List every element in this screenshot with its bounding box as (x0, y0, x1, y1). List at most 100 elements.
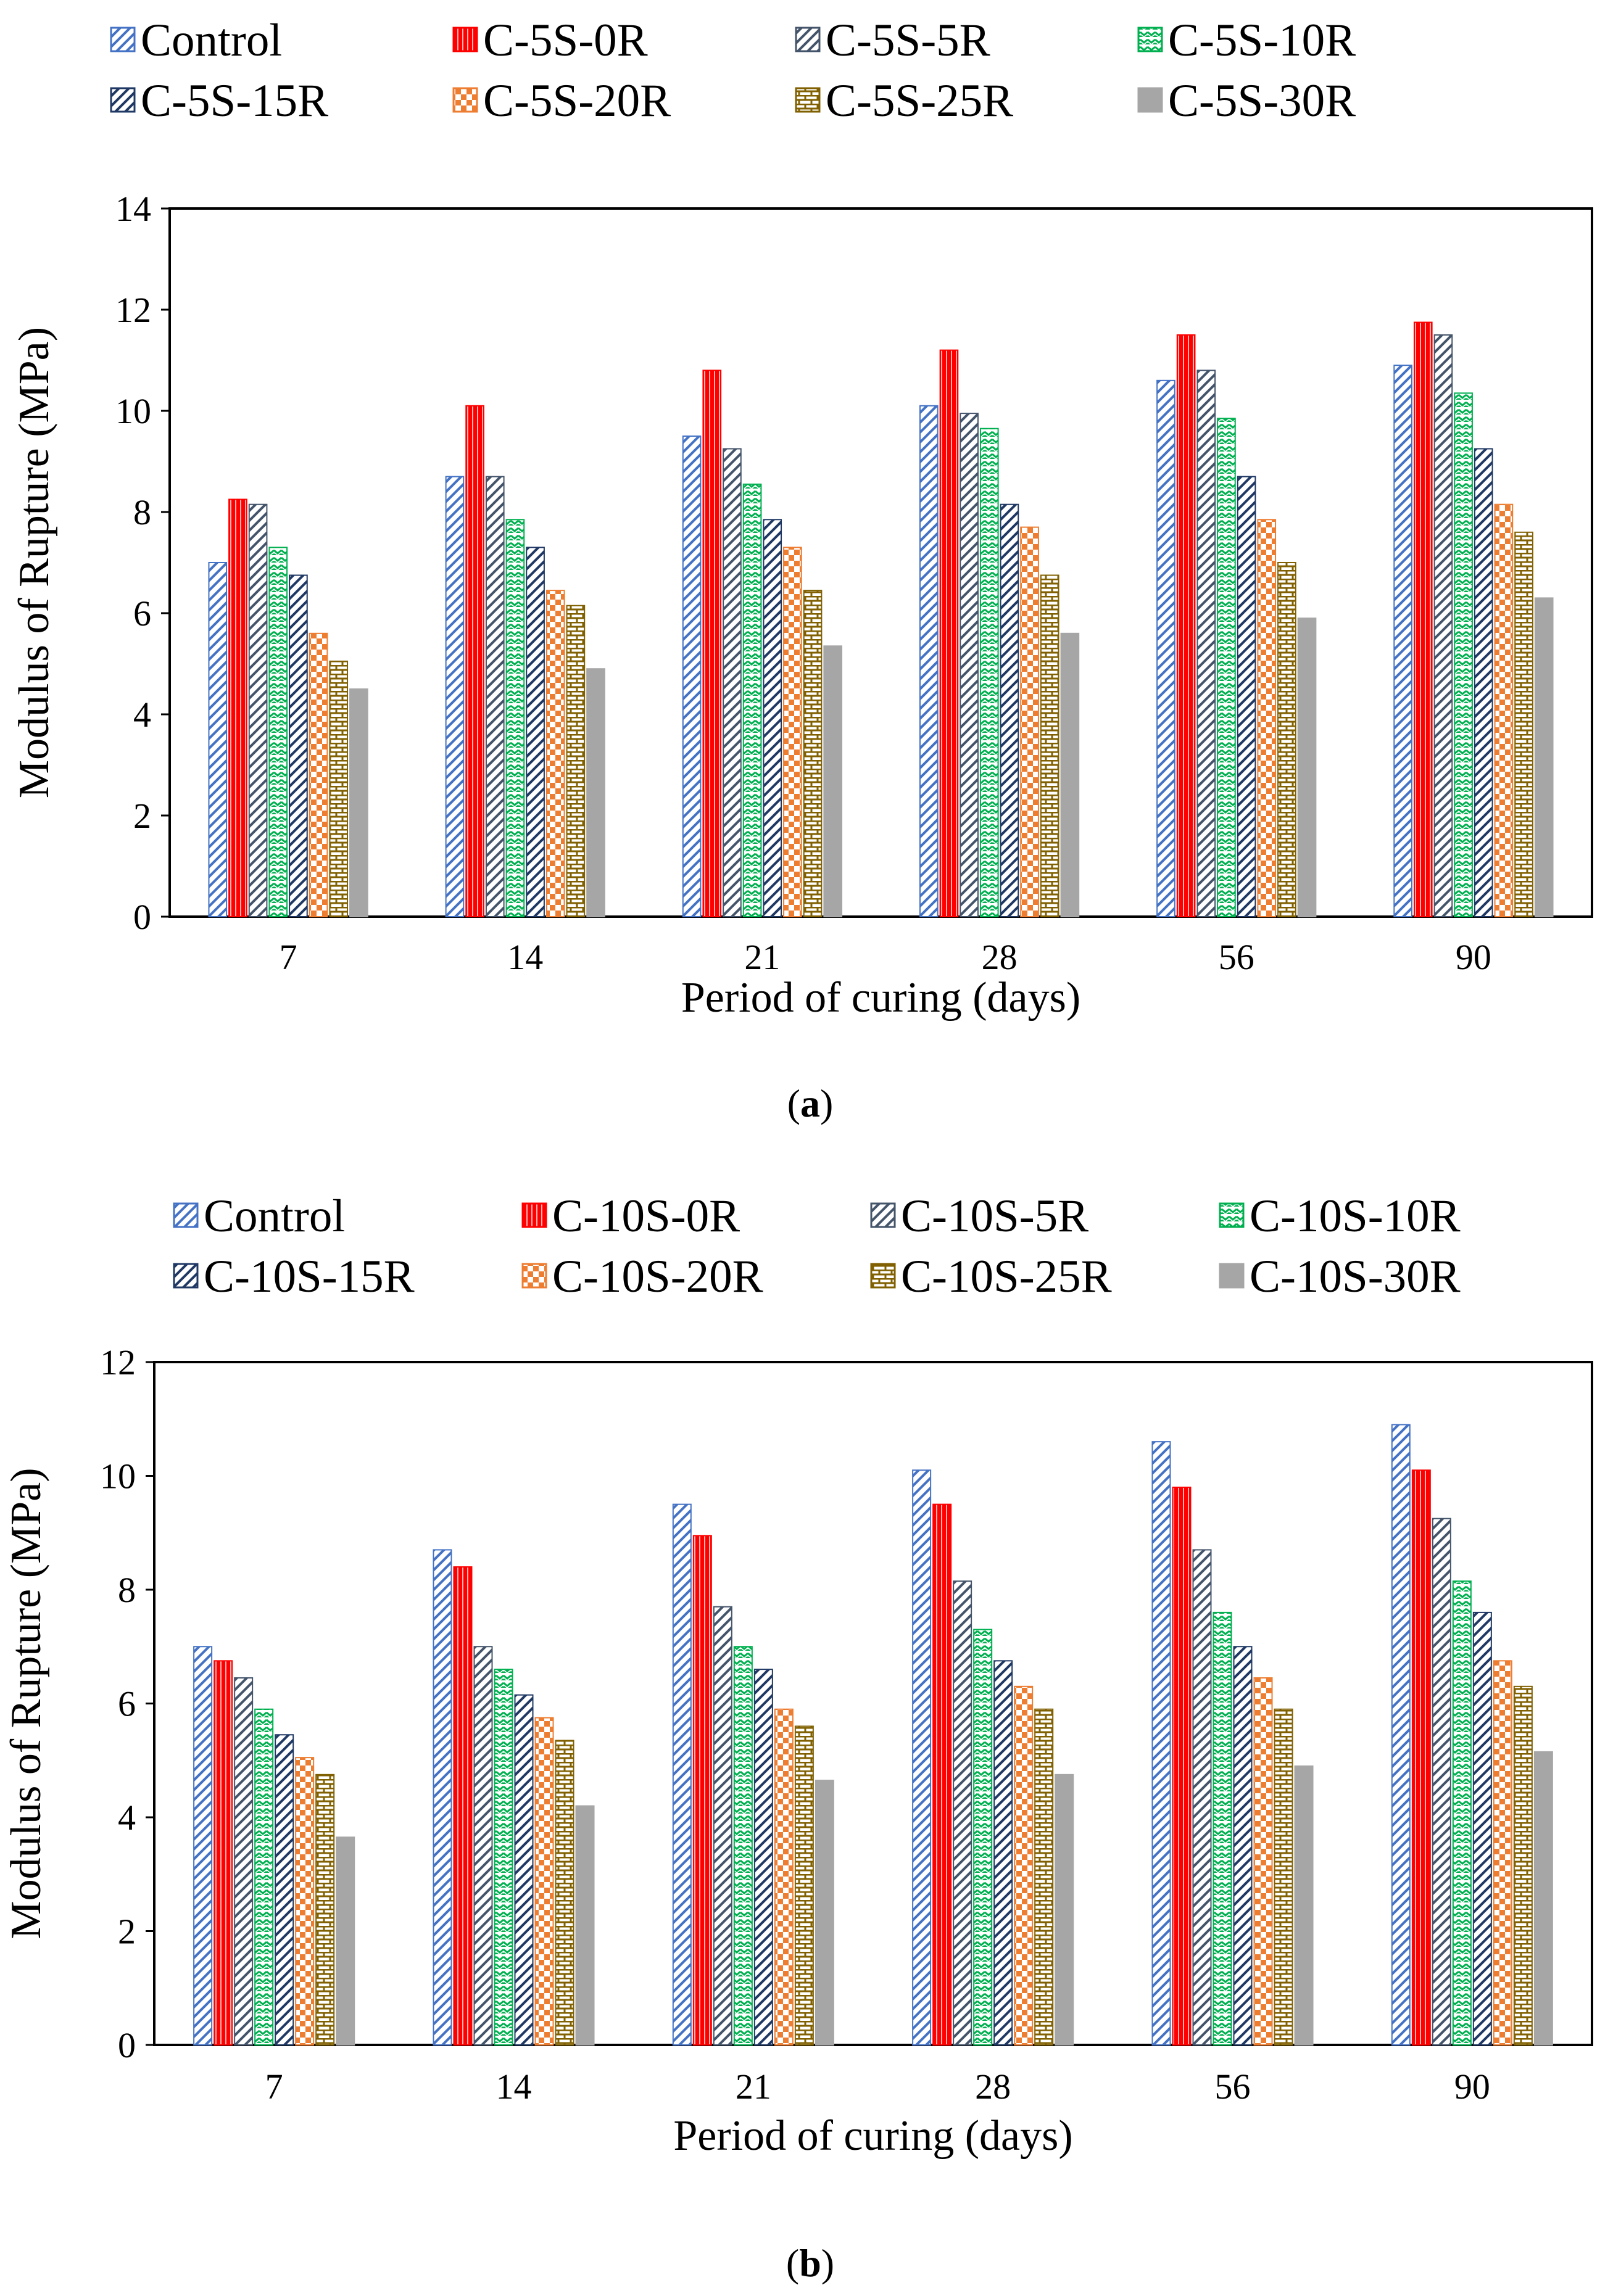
bar-c-5s-30r-day-7 (349, 688, 368, 917)
bar-c-5s-15r-day-7 (289, 574, 308, 917)
legend-label-control: Control (141, 15, 282, 66)
legend-swatch-c-5s-10r (1137, 27, 1163, 52)
bar-c-5s-15r-day-14 (526, 547, 545, 917)
x-tick-label-56: 56 (1215, 2067, 1251, 2107)
legend-swatch-control (173, 1202, 199, 1228)
legend-label-c-5s-15r: C-5S-15R (141, 75, 328, 126)
bar-c-10s-30r-day-90 (1533, 1751, 1553, 2046)
bar-c-10s-5r-day-7 (234, 1677, 254, 2046)
bar-c-5s-0r-day-21 (702, 370, 722, 917)
bar-c-10s-10r-day-56 (1213, 1611, 1232, 2046)
bar-control-day-90 (1393, 365, 1412, 917)
bar-c-10s-20r-day-14 (534, 1717, 554, 2046)
y-tick-label: 12 (115, 290, 151, 330)
bar-c-5s-30r-day-28 (1060, 632, 1080, 918)
x-tick-label-90: 90 (1454, 2067, 1490, 2107)
bar-c-10s-15r-day-90 (1472, 1611, 1492, 2046)
x-tick-label-90: 90 (1456, 937, 1491, 977)
bar-c-5s-25r-day-28 (1040, 574, 1059, 917)
bar-c-10s-25r-day-90 (1513, 1685, 1533, 2046)
bar-c-5s-20r-day-28 (1020, 526, 1039, 917)
bar-c-5s-15r-day-90 (1474, 448, 1493, 917)
legend-swatch-c-5s-5r (795, 27, 821, 52)
bar-c-5s-25r-day-21 (803, 590, 823, 917)
bar-c-5s-10r-day-90 (1454, 392, 1473, 917)
y-tick-label: 6 (118, 1684, 136, 1724)
bar-c-5s-0r-day-7 (228, 498, 247, 917)
y-tick-label: 8 (133, 492, 151, 532)
bar-c-10s-5r-day-21 (713, 1606, 732, 2046)
bar-c-10s-30r-day-28 (1055, 1774, 1074, 2046)
legend-label-c-5s-30r: C-5S-30R (1168, 75, 1356, 126)
x-axis-title: Period of curing (days) (681, 974, 1080, 1022)
bar-c-10s-20r-day-7 (295, 1757, 315, 2046)
legend-label-control: Control (204, 1191, 345, 1242)
panel-caption-a: (a) (787, 1081, 834, 1125)
bar-c-5s-15r-day-56 (1237, 476, 1256, 917)
bar-c-10s-5r-day-28 (953, 1580, 972, 2046)
bar-control-day-7 (193, 1646, 213, 2046)
legend-label-c-10s-25r: C-10S-25R (901, 1251, 1112, 1302)
legend-swatch-c-5s-30r (1137, 87, 1163, 113)
legend-label-c-10s-5r: C-10S-5R (901, 1191, 1088, 1242)
x-tick-label-21: 21 (744, 937, 780, 977)
legend-swatch-c-10s-15r (173, 1263, 199, 1289)
legend-label-c-5s-25r: C-5S-25R (826, 75, 1013, 126)
bar-c-10s-0r-day-21 (692, 1535, 712, 2046)
bar-c-5s-30r-day-14 (586, 668, 605, 917)
y-tick-label: 12 (100, 1342, 136, 1382)
legend-swatch-c-5s-20r (452, 87, 478, 113)
panel-caption-letter: b (799, 2241, 821, 2285)
bar-c-10s-5r-day-14 (473, 1646, 493, 2046)
bar-c-5s-30r-day-90 (1534, 597, 1554, 917)
bar-c-5s-10r-day-14 (505, 519, 525, 917)
bar-c-10s-0r-day-56 (1172, 1486, 1192, 2046)
bar-c-10s-25r-day-56 (1274, 1708, 1293, 2046)
y-tick-label: 4 (133, 695, 151, 735)
bar-c-5s-20r-day-90 (1494, 503, 1514, 917)
legend-swatch-c-5s-25r (795, 87, 821, 113)
legend-swatch-c-10s-25r (870, 1263, 896, 1289)
bar-c-10s-0r-day-28 (932, 1503, 952, 2046)
bar-c-10s-20r-day-28 (1014, 1685, 1034, 2046)
bar-control-day-21 (682, 436, 702, 917)
bar-c-10s-0r-day-90 (1411, 1469, 1431, 2046)
x-tick-label-21: 21 (736, 2067, 771, 2107)
y-axis-title: Modulus of Rupture (MPa) (2, 1468, 50, 1939)
bar-c-5s-10r-day-21 (742, 483, 762, 917)
bar-control-day-14 (433, 1549, 452, 2046)
bar-c-5s-25r-day-14 (566, 605, 586, 917)
bar-c-5s-5r-day-7 (248, 503, 268, 917)
bar-control-day-90 (1391, 1424, 1411, 2046)
bar-control-day-21 (672, 1503, 692, 2046)
panel-caption-letter: a (800, 1081, 820, 1125)
y-tick-label: 4 (118, 1798, 136, 1838)
bar-c-5s-5r-day-21 (723, 448, 742, 917)
x-tick-label-7: 7 (265, 2067, 283, 2107)
y-tick-label: 14 (115, 189, 151, 229)
chart-panel-a: Control C-5S-0R C-5S-5R C-5S-10R C-5S-15R C-5… (10, 15, 1593, 1125)
bar-c-10s-20r-day-21 (774, 1708, 794, 2046)
bar-control-day-56 (1151, 1441, 1171, 2046)
legend-label-c-10s-15r: C-10S-15R (204, 1251, 415, 1302)
bar-c-10s-25r-day-28 (1034, 1708, 1054, 2046)
bar-c-10s-0r-day-14 (453, 1566, 473, 2046)
bar-c-5s-0r-day-90 (1413, 321, 1433, 917)
bar-c-5s-0r-day-56 (1176, 334, 1196, 917)
bar-c-10s-5r-day-56 (1192, 1549, 1212, 2046)
legend-swatch-c-10s-20r (521, 1263, 547, 1289)
bar-c-10s-20r-day-90 (1493, 1660, 1512, 2046)
bar-c-5s-30r-day-21 (823, 645, 843, 918)
plot-area-frame (153, 1361, 1593, 2046)
bar-c-5s-10r-day-7 (268, 547, 288, 917)
bar-c-5s-5r-day-28 (960, 413, 979, 917)
x-tick-label-28: 28 (975, 2067, 1011, 2107)
bar-c-10s-10r-day-90 (1452, 1580, 1472, 2046)
legend-label-c-10s-10r: C-10S-10R (1250, 1191, 1461, 1242)
bar-c-5s-15r-day-28 (1000, 503, 1019, 917)
y-tick-label: 10 (115, 391, 151, 431)
bar-control-day-14 (445, 476, 465, 917)
chart-panel-b: Control C-10S-0R C-10S-5R C-10S-10R C-10S-15… (2, 1191, 1593, 2285)
legend-swatch-c-10s-10r (1219, 1202, 1245, 1228)
